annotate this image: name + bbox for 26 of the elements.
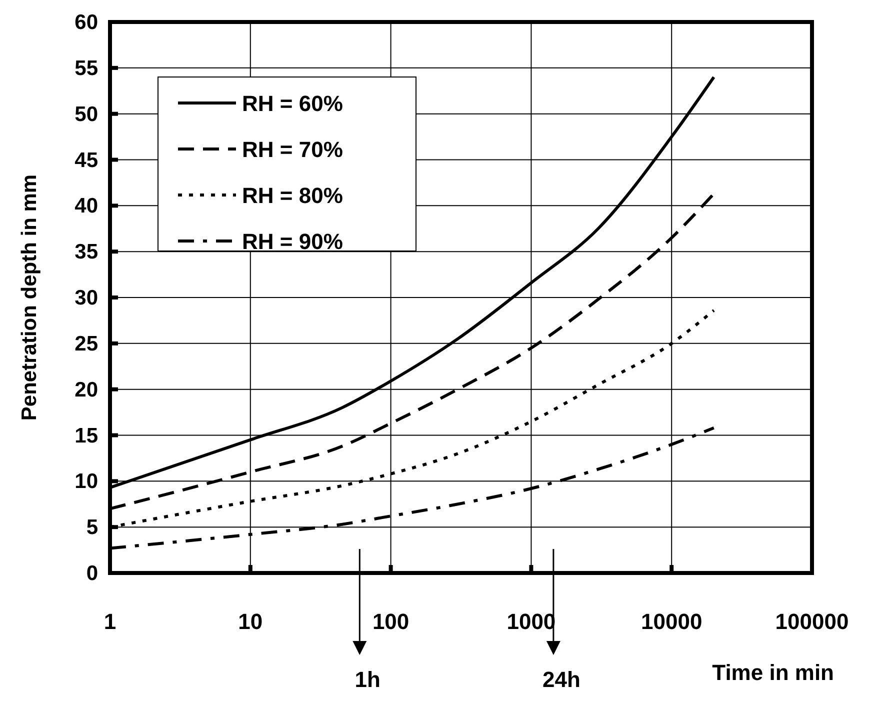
x-axis-title: Time in min xyxy=(712,660,834,685)
y-tick-label: 45 xyxy=(74,148,98,172)
legend-label: RH = 80% xyxy=(242,183,343,208)
ref-line-label: 1h xyxy=(354,667,380,692)
y-tick-label: 30 xyxy=(74,286,98,310)
y-tick-label: 60 xyxy=(74,11,98,34)
y-tick-label: 40 xyxy=(74,194,98,218)
x-tick-label: 100000 xyxy=(775,609,849,634)
x-tick-label: 10000 xyxy=(641,609,702,634)
y-tick-label: 25 xyxy=(74,332,98,356)
legend-label: RH = 90% xyxy=(242,229,343,254)
x-tick-label: 10 xyxy=(238,609,263,634)
legend-label: RH = 70% xyxy=(242,137,343,162)
y-tick-label: 20 xyxy=(74,378,98,402)
y-tick-label: 5 xyxy=(86,516,98,540)
y-axis-title: Penetration depth in mm xyxy=(18,174,41,421)
y-tick-label: 0 xyxy=(86,562,98,585)
y-tick-label: 35 xyxy=(74,240,98,264)
x-tick-label: 1 xyxy=(104,609,116,634)
legend-label: RH = 60% xyxy=(242,91,343,116)
y-tick-label: 15 xyxy=(74,424,98,448)
ref-line-label: 24h xyxy=(542,667,580,692)
y-tick-label: 50 xyxy=(74,102,98,126)
y-tick-label: 10 xyxy=(74,470,98,494)
x-tick-label: 100 xyxy=(372,609,410,634)
y-tick-label: 55 xyxy=(74,56,98,80)
